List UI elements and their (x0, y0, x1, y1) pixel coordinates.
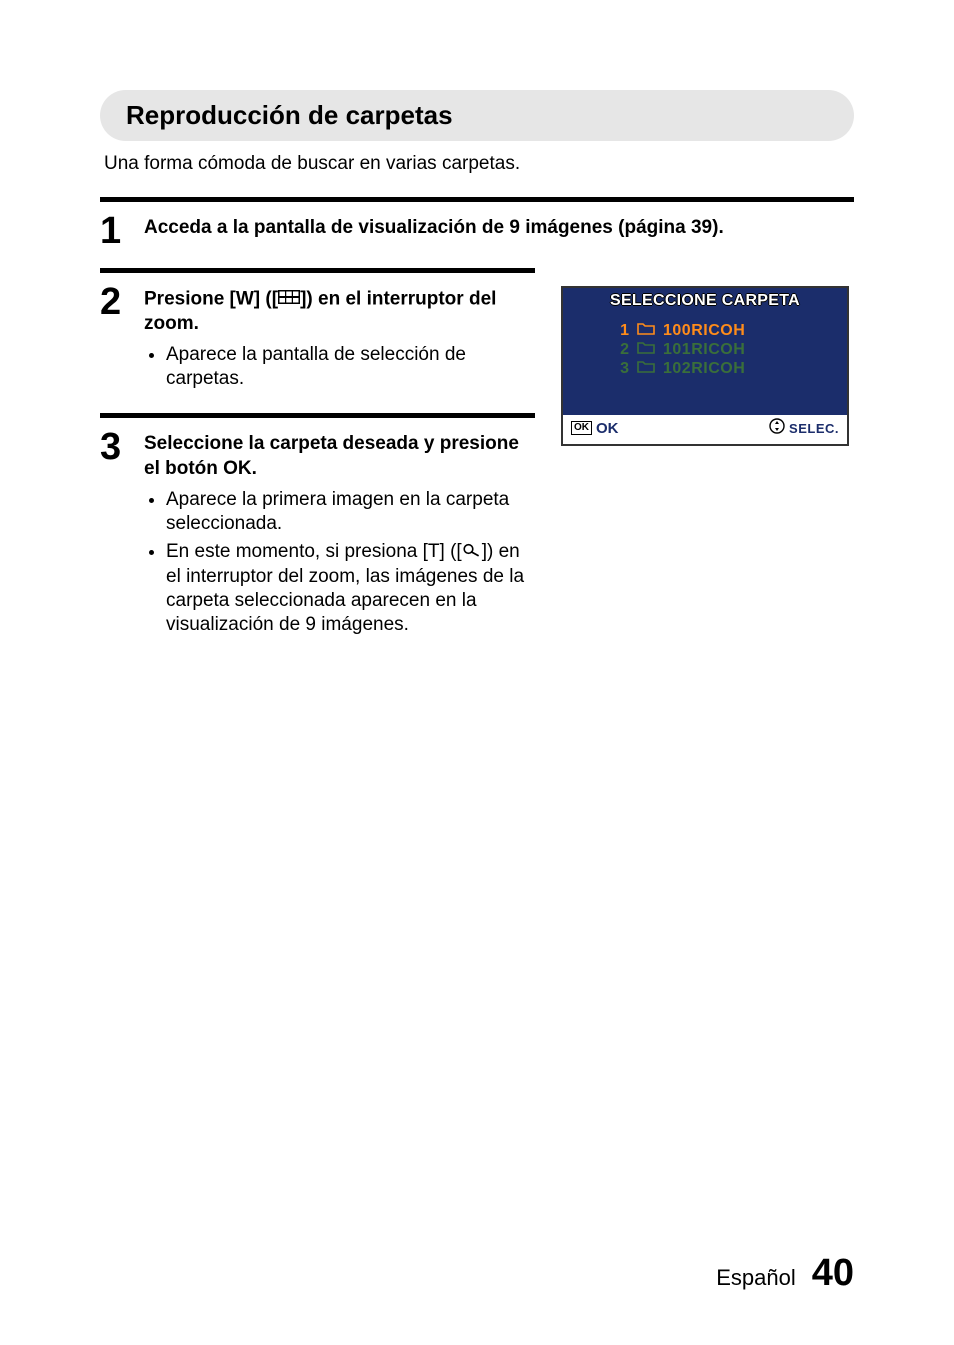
lcd-row-folder-name: 102RICOH (663, 359, 745, 378)
section-title: Reproducción de carpetas (126, 100, 828, 131)
lcd-select-label: SELEC. (789, 421, 839, 436)
lcd-row-number: 2 (617, 340, 629, 359)
folder-icon (637, 321, 655, 340)
step-3-bullet-2-pre: En este momento, si presiona [T] ([ (166, 541, 462, 562)
lcd-footer: OK OK SELEC. (563, 415, 847, 444)
lcd-title: SELECCIONE CARPETA (563, 288, 847, 315)
step-3-instruction: Seleccione la carpeta deseada y presione… (144, 432, 535, 481)
lcd-row-number: 3 (617, 359, 629, 378)
section-title-pill: Reproducción de carpetas (100, 90, 854, 141)
step-2: 2 Presione [W] ([]) en el interruptor de… (100, 268, 535, 395)
step-3-bullet-1: Aparece la primera imagen en la carpeta … (166, 488, 535, 537)
footer-language: Español (716, 1265, 796, 1291)
step-1-instruction: Acceda a la pantalla de visualización de… (144, 216, 854, 241)
step-2-instruction: Presione [W] ([]) en el interruptor del … (144, 287, 535, 337)
step-3-bullet-2: En este momento, si presiona [T] ([]) en… (166, 540, 535, 637)
step-2-instr-pre: Presione [W] ([ (144, 288, 278, 309)
footer-page-number: 40 (812, 1252, 854, 1295)
step-2-bullet-1: Aparece la pantalla de selección de carp… (166, 343, 535, 392)
multi-thumbnail-icon (278, 287, 300, 312)
step-3: 3 Seleccione la carpeta deseada y presio… (100, 413, 535, 641)
lcd-row-number: 1 (617, 321, 629, 340)
lcd-row-folder-name: 100RICOH (663, 321, 745, 340)
lcd-row-folder-name: 101RICOH (663, 340, 745, 359)
dpad-icon (769, 418, 785, 439)
magnifier-icon (462, 541, 482, 562)
step-3-number: 3 (100, 426, 144, 466)
lcd-folder-list: 1 100RICOH 2 101RICOH 3 102RICOH (563, 315, 847, 415)
lcd-folder-row: 2 101RICOH (617, 340, 827, 359)
intro-text: Una forma cómoda de buscar en varias car… (104, 153, 854, 175)
lcd-folder-row: 1 100RICOH (617, 321, 827, 340)
folder-icon (637, 359, 655, 378)
page-footer: Español 40 (716, 1252, 854, 1295)
step-1-number: 1 (100, 210, 144, 250)
folder-icon (637, 340, 655, 359)
step-2-number: 2 (100, 281, 144, 321)
lcd-ok-label: OK (596, 420, 619, 437)
ok-badge-icon: OK (571, 421, 592, 435)
lcd-folder-row: 3 102RICOH (617, 359, 827, 378)
camera-lcd-screenshot: SELECCIONE CARPETA 1 100RICOH 2 101RICOH 3 10… (561, 286, 849, 446)
step-1: 1 Acceda a la pantalla de visualización … (100, 197, 854, 250)
